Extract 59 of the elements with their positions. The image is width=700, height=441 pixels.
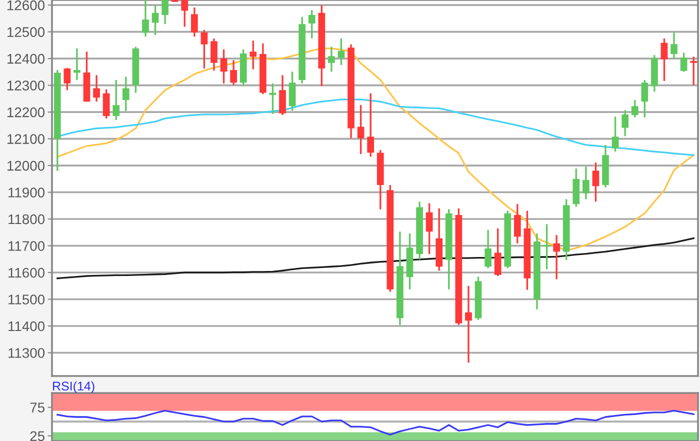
candlestick bbox=[102, 88, 110, 120]
y-tick-label: 11800 bbox=[8, 214, 45, 224]
y-tick-label: 11900 bbox=[8, 188, 45, 198]
candlestick bbox=[622, 109, 629, 137]
candlestick bbox=[514, 203, 521, 244]
candlestick bbox=[93, 74, 100, 102]
candlestick bbox=[220, 48, 228, 84]
y-tick-label: 11500 bbox=[8, 294, 45, 304]
y-tick-label: 12300 bbox=[7, 80, 45, 90]
candlestick bbox=[641, 79, 648, 118]
candlestick bbox=[308, 9, 316, 40]
candlestick bbox=[181, 0, 188, 28]
candlestick bbox=[690, 56, 698, 86]
candlestick bbox=[367, 92, 374, 158]
candlestick bbox=[592, 162, 600, 202]
candlestick bbox=[210, 38, 218, 72]
candlestick bbox=[553, 234, 560, 280]
candlestick bbox=[338, 38, 345, 66]
candlestick bbox=[279, 74, 286, 116]
y-tick-label: 12100 bbox=[7, 134, 45, 144]
candlestick bbox=[612, 116, 619, 152]
line-series bbox=[56, 237, 694, 280]
candlestick bbox=[426, 202, 433, 255]
y-tick-label: 12200 bbox=[7, 107, 45, 118]
candlestick bbox=[152, 4, 159, 36]
candlestick bbox=[250, 40, 257, 70]
candlestick bbox=[328, 46, 335, 73]
candlestick bbox=[64, 67, 71, 91]
candlestick bbox=[112, 79, 120, 121]
candlestick bbox=[142, 0, 149, 38]
candlestick bbox=[122, 76, 130, 112]
candlestick bbox=[582, 166, 590, 200]
candlestick bbox=[670, 32, 678, 60]
candlestick bbox=[494, 228, 502, 277]
y-tick-label: 12000 bbox=[7, 160, 45, 171]
line-series bbox=[56, 48, 694, 252]
candlestick bbox=[357, 104, 364, 155]
candlestick bbox=[200, 29, 208, 70]
y-tick-label: 11300 bbox=[8, 348, 45, 358]
y-tick-label: 75 bbox=[30, 402, 44, 412]
y-tick-label: 12400 bbox=[7, 54, 45, 64]
candlestick bbox=[230, 59, 237, 86]
candlestick bbox=[484, 229, 492, 270]
y-tick-label: 12500 bbox=[7, 27, 45, 37]
chart-title: RSI(14) bbox=[53, 381, 94, 393]
candlestick bbox=[465, 285, 472, 364]
candlestick bbox=[680, 52, 688, 73]
y-tick-label: 25 bbox=[30, 431, 44, 441]
y-tick-label: 11400 bbox=[8, 321, 45, 332]
candlestick bbox=[660, 38, 668, 82]
candlestick bbox=[190, 6, 198, 38]
candlestick bbox=[162, 0, 168, 25]
candlestick bbox=[631, 99, 638, 118]
line-series bbox=[56, 410, 694, 436]
y-tick-label: 12600 bbox=[7, 0, 45, 10]
candlestick bbox=[288, 70, 296, 112]
y-tick-label: 11600 bbox=[8, 268, 45, 278]
candlestick bbox=[74, 48, 80, 81]
y-tick-label: 11700 bbox=[8, 241, 45, 251]
